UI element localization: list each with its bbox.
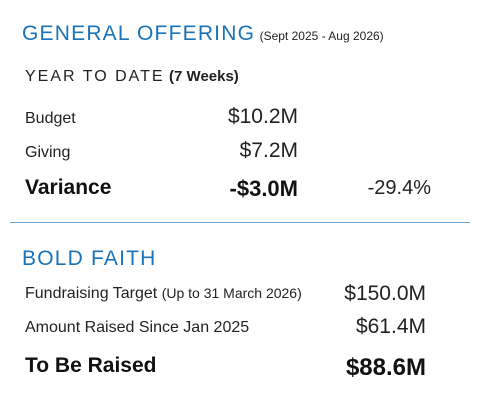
- fundraising-target-value: $150.0M: [344, 282, 426, 305]
- budget-label: Budget: [25, 110, 76, 127]
- fundraising-target-label: Fundraising Target: [25, 285, 158, 302]
- giving-label: Giving: [25, 144, 71, 161]
- giving-value: $7.2M: [239, 139, 298, 162]
- to-be-raised-label: To Be Raised: [25, 354, 157, 377]
- section-divider: [10, 222, 470, 223]
- fundraising-target-qualifier: (Up to 31 March 2026): [161, 285, 302, 301]
- general-offering-period: (Sept 2025 - Aug 2026): [259, 29, 384, 43]
- general-offering-header: GENERAL OFFERING (Sept 2025 - Aug 2026): [22, 22, 384, 46]
- general-offering-title: GENERAL OFFERING: [22, 22, 256, 45]
- amount-raised-label: Amount Raised Since Jan 2025: [25, 319, 250, 336]
- variance-value: -$3.0M: [229, 176, 298, 201]
- ytd-qualifier: (7 Weeks): [169, 68, 239, 85]
- budget-value: $10.2M: [227, 105, 298, 128]
- to-be-raised-value: $88.6M: [345, 354, 426, 381]
- bold-faith-title: BOLD FAITH: [22, 247, 157, 270]
- amount-raised-value: $61.4M: [355, 315, 426, 338]
- ytd-heading: YEAR TO DATE (7 Weeks): [25, 68, 239, 86]
- variance-label: Variance: [25, 176, 112, 199]
- ytd-label: YEAR TO DATE: [25, 68, 165, 85]
- fundraising-target-row: Fundraising Target (Up to 31 March 2026): [25, 285, 302, 303]
- variance-percent: -29.4%: [367, 177, 431, 199]
